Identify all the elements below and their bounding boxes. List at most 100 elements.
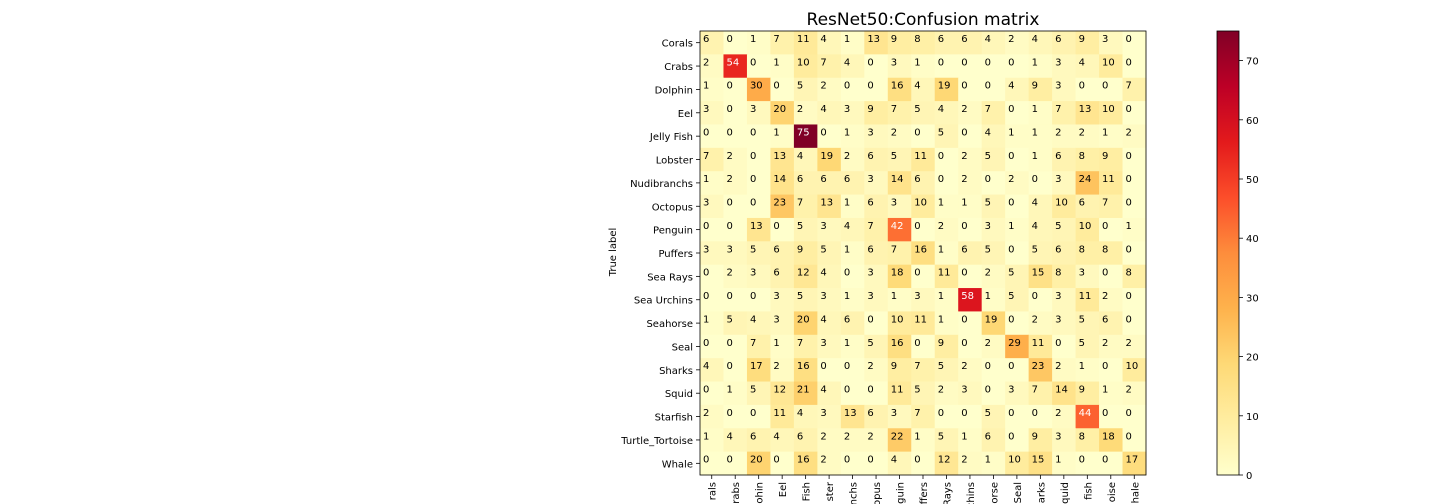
cell-value-label: 1 — [938, 198, 944, 209]
heatmap-cell — [770, 381, 795, 406]
cell-value-label: 3 — [1102, 34, 1108, 45]
heatmap-cell — [911, 77, 936, 102]
cell-value-label: 5 — [914, 104, 920, 115]
cell-value-label: 5 — [985, 408, 991, 419]
heatmap-cell — [864, 334, 889, 359]
heatmap-cell — [723, 451, 748, 476]
heatmap-cell — [746, 124, 771, 149]
heatmap-cell — [1099, 404, 1123, 429]
heatmap-cell — [723, 358, 748, 382]
cell-value-label: 5 — [867, 338, 873, 349]
heatmap-cell — [746, 171, 771, 195]
colorbar-tick-label: 70 — [1246, 57, 1259, 68]
heatmap-cell — [1075, 381, 1100, 406]
heatmap-cell — [1099, 358, 1123, 382]
heatmap-cell — [911, 217, 936, 242]
cell-value-label: 0 — [961, 338, 967, 349]
cell-value-label: 0 — [773, 455, 779, 466]
heatmap-cell — [1122, 381, 1147, 406]
cell-value-label: 2 — [726, 174, 732, 185]
heatmap-cell — [864, 101, 889, 125]
column-tick-label: quid — [1060, 482, 1071, 504]
heatmap-cell — [723, 381, 748, 406]
cell-value-label: 0 — [703, 338, 709, 349]
heatmap-cell — [817, 311, 842, 336]
heatmap-cell — [981, 288, 1006, 312]
cell-value-label: 8 — [1126, 268, 1132, 279]
heatmap-cell — [817, 101, 842, 125]
cell-value-label: 7 — [1032, 385, 1038, 396]
cell-value-label: 5 — [938, 361, 944, 372]
cell-value-label: 9 — [1079, 34, 1085, 45]
cell-value-label: 11 — [1102, 174, 1115, 185]
cell-value-label: 0 — [1126, 151, 1132, 162]
heatmap-cell — [770, 194, 795, 219]
cell-value-label: 2 — [938, 385, 944, 396]
heatmap-cell — [1005, 194, 1030, 219]
cell-value-label: 0 — [985, 81, 991, 92]
cell-value-label: 4 — [938, 104, 944, 115]
heatmap-cell — [700, 334, 724, 359]
heatmap-cell — [770, 54, 795, 79]
heatmap-cell — [981, 264, 1006, 289]
row-tick-label: Sea Rays — [647, 272, 693, 283]
cell-value-label: 0 — [1008, 314, 1014, 325]
heatmap-cell — [864, 171, 889, 195]
heatmap-cell — [934, 358, 959, 382]
row-tick-label: Puffers — [658, 249, 693, 260]
heatmap-cell — [1099, 217, 1123, 242]
cell-value-label: 0 — [938, 57, 944, 68]
heatmap-cell — [934, 404, 959, 429]
heatmap-cell — [981, 311, 1006, 336]
cell-value-label: 0 — [1102, 221, 1108, 232]
heatmap-cell — [723, 124, 748, 149]
heatmap-cell — [911, 404, 936, 429]
heatmap-cell — [958, 358, 983, 382]
heatmap-cell — [793, 381, 818, 406]
heatmap-cell — [1099, 264, 1123, 289]
heatmap-cell — [793, 54, 818, 79]
cell-value-label: 3 — [891, 198, 897, 209]
column-tick-label: Rays — [942, 482, 953, 504]
heatmap-cell — [723, 311, 748, 336]
heatmap-cell — [723, 54, 748, 79]
column-tick-label: oise — [1107, 482, 1118, 502]
cell-value-label: 6 — [867, 408, 873, 419]
cell-value-label: 0 — [961, 81, 967, 92]
heatmap-cell — [1075, 404, 1100, 429]
heatmap-cell — [1052, 241, 1076, 266]
cell-value-label: 5 — [750, 385, 756, 396]
row-tick-label: Whale — [662, 459, 693, 470]
cell-value-label: 14 — [891, 174, 904, 185]
heatmap-cell — [1122, 451, 1147, 476]
heatmap-cell — [793, 171, 818, 195]
colorbar-tick-label: 60 — [1246, 116, 1259, 127]
cell-value-label: 3 — [961, 385, 967, 396]
heatmap-cell — [840, 77, 865, 102]
heatmap-cell — [1099, 31, 1123, 55]
heatmap-cell — [934, 147, 959, 172]
cell-value-label: 20 — [773, 104, 786, 115]
heatmap-cell — [911, 241, 936, 266]
column-tick-label: chins — [966, 482, 977, 504]
heatmap-cell — [817, 428, 842, 453]
cell-value-label: 9 — [1079, 385, 1085, 396]
cell-value-label: 10 — [797, 57, 810, 68]
heatmap-cell — [1122, 77, 1147, 102]
cell-value-label: 1 — [891, 291, 897, 302]
heatmap-cell — [746, 264, 771, 289]
heatmap-cell — [723, 101, 748, 125]
heatmap-cell — [840, 288, 865, 312]
cell-value-label: 4 — [985, 127, 991, 138]
heatmap-cell — [840, 334, 865, 359]
heatmap-cell — [981, 54, 1006, 79]
cell-value-label: 5 — [1008, 291, 1014, 302]
cell-value-label: 4 — [914, 81, 920, 92]
cell-value-label: 1 — [1126, 221, 1132, 232]
cell-value-label: 3 — [820, 338, 826, 349]
cell-value-label: 13 — [844, 408, 857, 419]
cell-value-label: 1 — [703, 314, 709, 325]
row-tick-label: Corals — [662, 39, 693, 50]
heatmap-cell — [981, 124, 1006, 149]
cell-value-label: 0 — [844, 385, 850, 396]
